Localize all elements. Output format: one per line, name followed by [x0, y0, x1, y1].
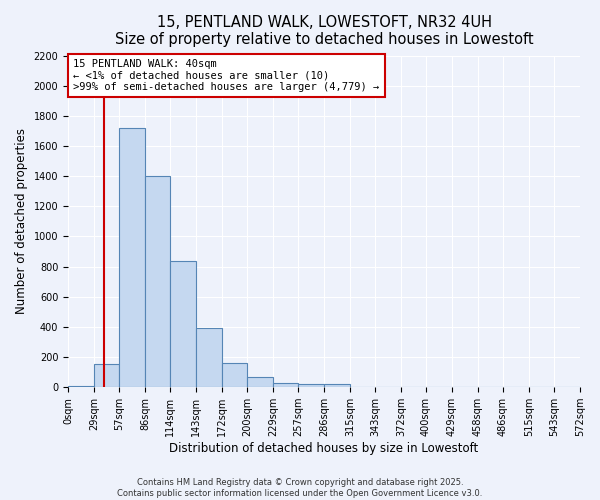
Text: Contains HM Land Registry data © Crown copyright and database right 2025.
Contai: Contains HM Land Registry data © Crown c… [118, 478, 482, 498]
Bar [247, 378, 273, 387]
X-axis label: Distribution of detached houses by size in Lowestoft: Distribution of detached houses by size … [169, 442, 479, 455]
Bar [68, 386, 94, 387]
Bar [222, 363, 247, 387]
Bar [324, 384, 350, 387]
Bar [170, 262, 196, 387]
Bar [273, 382, 298, 387]
Bar [119, 128, 145, 387]
Bar [94, 364, 119, 387]
Title: 15, PENTLAND WALK, LOWESTOFT, NR32 4UH
Size of property relative to detached hou: 15, PENTLAND WALK, LOWESTOFT, NR32 4UH S… [115, 15, 533, 48]
Bar [196, 328, 222, 387]
Bar [298, 384, 324, 387]
Bar [145, 176, 170, 387]
Text: 15 PENTLAND WALK: 40sqm
← <1% of detached houses are smaller (10)
>99% of semi-d: 15 PENTLAND WALK: 40sqm ← <1% of detache… [73, 59, 379, 92]
Y-axis label: Number of detached properties: Number of detached properties [15, 128, 28, 314]
